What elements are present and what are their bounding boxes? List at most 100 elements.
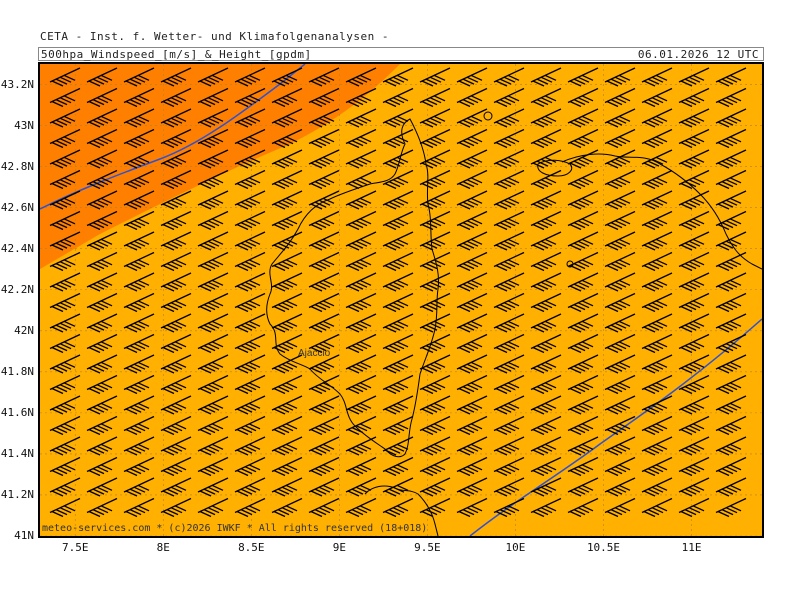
wind-barb-icon bbox=[49, 354, 81, 374]
wind-barb-icon bbox=[715, 128, 747, 149]
wind-barb-icon bbox=[382, 190, 414, 210]
wind-barb-icon bbox=[123, 313, 155, 333]
wind-barb-icon bbox=[197, 292, 229, 313]
wind-barb-icon bbox=[234, 272, 266, 292]
wind-barb-icon bbox=[271, 169, 303, 190]
wind-barb-icon bbox=[382, 87, 414, 108]
wind-barb-icon bbox=[197, 128, 229, 149]
wind-barb-icon bbox=[567, 436, 599, 456]
wind-barb-icon bbox=[197, 67, 229, 87]
wind-barb-icon bbox=[197, 477, 229, 497]
wind-barb-icon bbox=[86, 477, 118, 497]
wind-barb-icon bbox=[641, 415, 673, 436]
wind-barb-icon bbox=[456, 272, 488, 292]
wind-barb-icon bbox=[419, 87, 451, 108]
wind-barb-icon bbox=[456, 87, 488, 108]
wind-barb-icon bbox=[308, 210, 340, 231]
wind-barb-icon bbox=[271, 108, 303, 128]
wind-barb-icon bbox=[382, 436, 414, 456]
wind-barb-icon bbox=[567, 190, 599, 210]
wind-barb-icon bbox=[493, 272, 525, 292]
wind-barb-icon bbox=[234, 128, 266, 149]
wind-barb-icon bbox=[123, 108, 155, 128]
wind-barb-icon bbox=[49, 333, 81, 354]
wind-barb-icon bbox=[86, 128, 118, 149]
wind-barb-icon bbox=[678, 128, 710, 149]
wind-barb-icon bbox=[456, 497, 488, 518]
wind-barb-icon bbox=[567, 231, 599, 251]
wind-barb-icon bbox=[419, 231, 451, 251]
wind-barb-icon bbox=[160, 272, 192, 292]
wind-barb-icon bbox=[604, 354, 636, 374]
wind-barb-icon bbox=[493, 108, 525, 128]
wind-barb-icon bbox=[567, 313, 599, 333]
wind-barb-icon bbox=[308, 456, 340, 477]
wind-barb-icon bbox=[567, 210, 599, 231]
wind-barb-icon bbox=[86, 313, 118, 333]
wind-barb-icon bbox=[49, 87, 81, 108]
wind-barb-icon bbox=[604, 149, 636, 169]
wind-barb-icon bbox=[234, 292, 266, 313]
wind-barb-icon bbox=[345, 313, 377, 333]
wind-barb-icon bbox=[641, 251, 673, 272]
wind-barb-icon bbox=[160, 149, 192, 169]
wind-barb-icon bbox=[197, 149, 229, 169]
wind-barb-icon bbox=[456, 67, 488, 87]
wind-barb-icon bbox=[86, 333, 118, 354]
lat-label: 43N bbox=[14, 118, 34, 132]
wind-barb-icon bbox=[123, 292, 155, 313]
wind-barb-icon bbox=[234, 333, 266, 354]
wind-barb-icon bbox=[419, 456, 451, 477]
wind-barb-icon bbox=[271, 374, 303, 395]
wind-barb-icon bbox=[530, 169, 562, 190]
wind-barb-icon bbox=[678, 333, 710, 354]
wind-barb-icon bbox=[456, 436, 488, 456]
lon-label: 7.5E bbox=[61, 541, 89, 554]
wind-barb-icon bbox=[493, 374, 525, 395]
wind-barbs bbox=[49, 67, 747, 518]
wind-barb-icon bbox=[197, 169, 229, 190]
wind-barb-icon bbox=[271, 231, 303, 251]
wind-barb-icon bbox=[86, 456, 118, 477]
lat-label: 41.8N bbox=[0, 364, 34, 378]
wind-barb-icon bbox=[678, 169, 710, 190]
wind-barb-icon bbox=[530, 108, 562, 128]
wind-barb-icon bbox=[530, 354, 562, 374]
wind-barb-icon bbox=[493, 415, 525, 436]
wind-barb-icon bbox=[197, 456, 229, 477]
wind-barb-icon bbox=[456, 190, 488, 210]
wind-barb-icon bbox=[86, 210, 118, 231]
wind-barb-icon bbox=[715, 374, 747, 395]
wind-barb-icon bbox=[197, 436, 229, 456]
wind-barb-icon bbox=[123, 190, 155, 210]
wind-barb-icon bbox=[604, 497, 636, 518]
wind-barb-icon bbox=[641, 313, 673, 333]
wind-barb-icon bbox=[234, 67, 266, 87]
wind-barb-icon bbox=[604, 415, 636, 436]
wind-barb-icon bbox=[234, 87, 266, 108]
wind-barb-icon bbox=[160, 67, 192, 87]
wind-barb-icon bbox=[493, 190, 525, 210]
wind-barb-icon bbox=[234, 210, 266, 231]
wind-barb-icon bbox=[678, 190, 710, 210]
wind-barb-icon bbox=[271, 497, 303, 518]
lat-label: 41.6N bbox=[0, 405, 34, 419]
wind-barb-icon bbox=[345, 456, 377, 477]
wind-barb-icon bbox=[308, 374, 340, 395]
wind-barb-icon bbox=[567, 395, 599, 415]
wind-barb-icon bbox=[567, 354, 599, 374]
lat-label: 41N bbox=[14, 529, 34, 542]
wind-barb-icon bbox=[530, 313, 562, 333]
wind-barb-icon bbox=[123, 128, 155, 149]
wind-barb-icon bbox=[234, 354, 266, 374]
wind-barb-icon bbox=[49, 231, 81, 251]
wind-barb-icon bbox=[345, 477, 377, 497]
lon-label: 9E bbox=[332, 541, 346, 554]
lat-label: 43.2N bbox=[0, 77, 34, 91]
lon-label: 9.5E bbox=[414, 541, 441, 554]
wind-barb-icon bbox=[197, 497, 229, 518]
wind-barb-icon bbox=[456, 231, 488, 251]
wind-barb-icon bbox=[456, 108, 488, 128]
wind-barb-icon bbox=[530, 456, 562, 477]
wind-barb-icon bbox=[493, 169, 525, 190]
